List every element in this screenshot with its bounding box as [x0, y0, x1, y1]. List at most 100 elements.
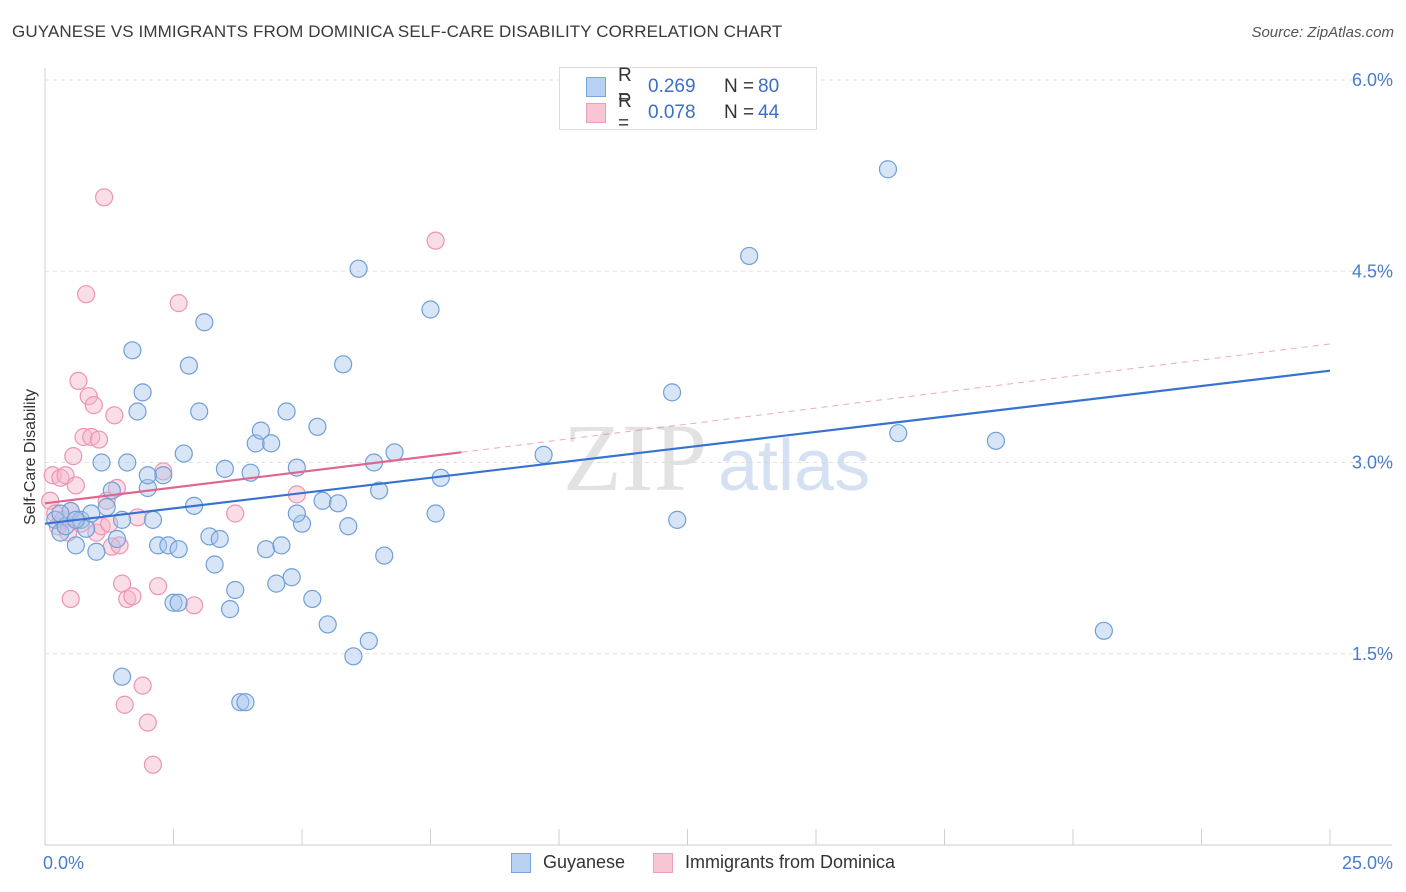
trend-line-guyanese	[44, 369, 1331, 525]
data-point-guyanese	[272, 536, 291, 555]
data-point-dominica	[69, 371, 88, 390]
watermark-zip: ZIP	[563, 404, 707, 511]
data-point-guyanese	[318, 615, 337, 634]
data-point-guyanese	[889, 424, 908, 443]
data-point-guyanese	[97, 498, 116, 517]
data-point-guyanese	[231, 693, 250, 712]
data-point-guyanese	[370, 481, 389, 500]
data-point-guyanese	[107, 529, 127, 549]
x-tick-label: 25.0%	[1342, 853, 1393, 873]
data-point-guyanese	[986, 431, 1006, 450]
data-point-dominica	[64, 447, 83, 466]
data-point-dominica	[89, 430, 109, 449]
legend-label-dominica: Immigrants from Dominica	[685, 852, 896, 872]
data-point-dominica	[79, 387, 98, 406]
data-point-guyanese	[215, 459, 234, 478]
data-point-guyanese	[534, 445, 553, 464]
data-point-guyanese	[339, 517, 358, 536]
data-point-dominica	[107, 478, 127, 498]
data-point-guyanese	[154, 466, 173, 485]
series-legend: Guyanese Immigrants from Dominica	[0, 852, 1406, 873]
legend-row-guyanese: R = 0.269 N = 80	[586, 65, 780, 108]
data-point-guyanese	[220, 600, 240, 619]
r-label: R =	[618, 65, 632, 108]
watermark: ZIP atlas	[563, 404, 870, 511]
series-guyanese	[46, 160, 1113, 712]
data-point-guyanese	[92, 453, 111, 472]
guyanese-swatch	[586, 77, 606, 97]
data-point-dominica	[66, 476, 85, 495]
data-point-guyanese	[133, 383, 152, 402]
data-point-guyanese	[226, 580, 245, 600]
guyanese-swatch	[510, 852, 531, 873]
data-point-dominica	[74, 427, 93, 447]
data-point-guyanese	[375, 546, 394, 565]
r-value: 0.269	[648, 76, 696, 97]
axes	[44, 68, 1392, 846]
data-point-guyanese	[138, 466, 157, 485]
data-point-guyanese	[292, 514, 312, 533]
data-point-guyanese	[169, 540, 188, 559]
dominica-swatch	[586, 103, 606, 123]
data-point-guyanese	[51, 504, 70, 523]
data-point-guyanese	[256, 540, 276, 559]
data-point-dominica	[105, 406, 124, 425]
tick-labels: 1.5% 3.0% 4.5% 6.0% 0.0% 25.0% Self-Care Disab…	[22, 70, 1393, 873]
data-point-dominica	[118, 589, 137, 609]
r-value: 0.078	[648, 102, 696, 123]
legend-item-dominica[interactable]: Immigrants from Dominica	[653, 852, 895, 873]
y-tick-label: 3.0%	[1352, 453, 1393, 473]
y-tick-label: 6.0%	[1352, 70, 1393, 90]
data-point-dominica	[138, 713, 157, 732]
data-point-guyanese	[878, 160, 898, 179]
data-point-guyanese	[174, 444, 193, 463]
data-point-guyanese	[251, 421, 270, 440]
data-point-guyanese	[262, 434, 281, 453]
data-point-dominica	[95, 188, 114, 207]
data-point-guyanese	[359, 631, 378, 651]
series-dominica	[41, 188, 445, 774]
data-point-guyanese	[112, 667, 132, 686]
data-point-dominica	[84, 396, 103, 415]
x-tick-label: 0.0%	[43, 853, 84, 873]
data-point-dominica	[426, 231, 445, 250]
data-point-dominica	[77, 285, 96, 304]
watermark-atlas: atlas	[718, 426, 870, 506]
grid	[45, 79, 1392, 655]
data-point-guyanese	[282, 568, 301, 587]
data-point-dominica	[184, 596, 204, 615]
data-point-guyanese	[123, 341, 142, 360]
data-point-guyanese	[195, 313, 214, 332]
correlation-legend: R = 0.269 N = 80 R = 0.078 N = 44	[559, 65, 817, 134]
trend-line-dominica-extension	[461, 343, 1331, 453]
trend-line-dominica	[44, 451, 462, 505]
data-point-guyanese	[128, 402, 147, 421]
source-label: Source: ZipAtlas.com	[1251, 24, 1394, 41]
n-value: 44	[758, 102, 780, 123]
data-point-guyanese	[159, 536, 178, 555]
y-tick-label: 1.5%	[1352, 644, 1393, 664]
data-point-guyanese	[303, 589, 322, 609]
data-point-dominica	[143, 755, 163, 774]
data-point-dominica	[61, 589, 80, 609]
r-label: R =	[618, 91, 632, 134]
chart-title: GUYANESE VS IMMIGRANTS FROM DOMINICA SEL…	[12, 22, 783, 41]
data-point-dominica	[154, 462, 173, 481]
data-point-guyanese	[328, 494, 348, 513]
data-point-guyanese	[426, 504, 445, 523]
data-point-guyanese	[236, 693, 255, 712]
y-tick-label: 4.5%	[1352, 261, 1393, 281]
n-value: 80	[758, 76, 780, 97]
data-point-guyanese	[179, 356, 199, 375]
dominica-swatch	[653, 852, 673, 873]
legend-label-guyanese: Guyanese	[542, 852, 625, 872]
data-point-dominica	[226, 504, 245, 523]
trend-lines	[44, 343, 1331, 525]
n-label: N =	[724, 102, 755, 123]
legend-item-guyanese[interactable]: Guyanese	[510, 852, 625, 873]
y-axis-label: Self-Care Disability	[22, 389, 39, 525]
data-point-guyanese	[205, 555, 224, 574]
data-point-dominica	[51, 468, 70, 487]
legend-row-dominica: R = 0.078 N = 44	[586, 91, 780, 134]
